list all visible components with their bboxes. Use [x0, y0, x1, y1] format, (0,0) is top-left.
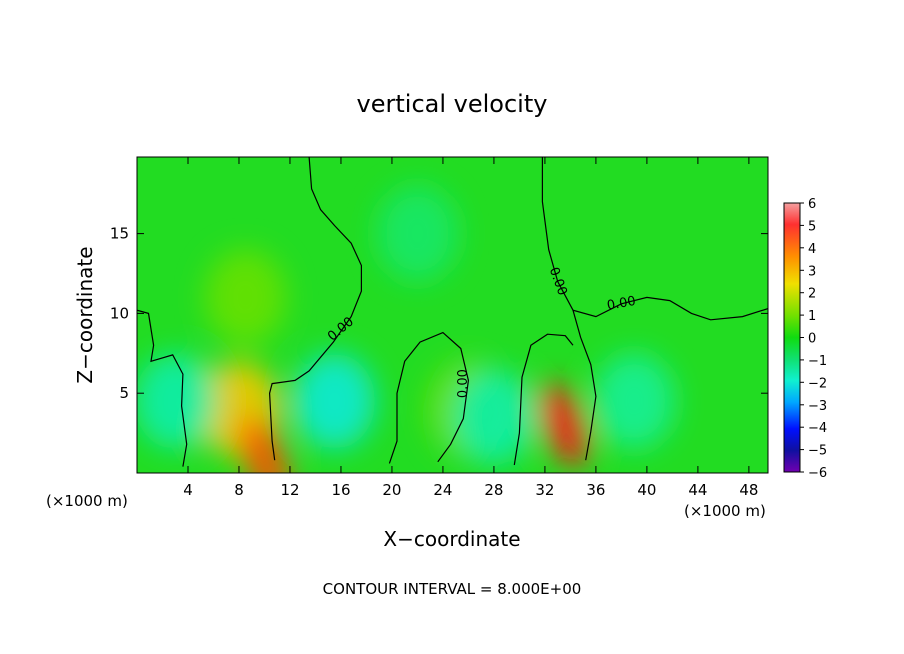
x-tick-label-10: 44 — [688, 481, 707, 499]
colorbar-tick-label-12: −6 — [808, 466, 827, 481]
chart-title: vertical velocity — [357, 90, 548, 118]
colorbar-tick-label-0: 6 — [808, 197, 816, 212]
zero-contour-3 — [541, 157, 768, 321]
x-unit-right: (×1000 m) — [684, 502, 766, 520]
colorbar-tick-label-10: −4 — [808, 421, 827, 436]
contour-interval-footer: CONTOUR INTERVAL = 8.000E+00 — [323, 580, 582, 598]
x-tick-label-8: 36 — [586, 481, 605, 499]
colorbar-ticks: 6 5 4 3 2 1 0 −1 −2 −3 −4 −5 −6 — [800, 197, 827, 481]
updraft-region-1 — [239, 417, 290, 473]
y-tick-label-0: 5 — [119, 384, 129, 402]
zero-contour-5 — [513, 333, 574, 466]
plot-area: 0.000.000.000.00 — [137, 157, 768, 473]
colorbar-tick-label-7: −1 — [808, 354, 827, 369]
downdraft-region-5 — [293, 353, 376, 450]
x-tick-label-11: 48 — [739, 481, 758, 499]
x-tick-label-5: 24 — [433, 481, 452, 499]
x-tick-label-4: 20 — [382, 481, 401, 499]
zero-contours — [137, 157, 768, 467]
downdraft-region-9 — [376, 185, 459, 282]
zero-contour-1 — [268, 157, 362, 461]
x-tick-label-1: 8 — [234, 481, 244, 499]
colorbar-tick-label-6: 0 — [808, 332, 816, 347]
colorbar-gradient — [783, 202, 801, 473]
x-tick-label-3: 16 — [331, 481, 350, 499]
colorbar: 6 5 4 3 2 1 0 −1 −2 −3 −4 −5 −6 — [783, 197, 827, 481]
x-tick-label-6: 28 — [484, 481, 503, 499]
colorbar-tick-label-4: 2 — [808, 287, 816, 302]
zero-contour-2 — [388, 331, 470, 464]
colorbar-tick-label-8: −2 — [808, 376, 827, 391]
y-axis-label: Z−coordinate — [73, 246, 97, 383]
x-tick-label-2: 12 — [280, 481, 299, 499]
colorbar-tick-label-3: 3 — [808, 264, 816, 279]
colorbar-tick-label-9: −3 — [808, 399, 827, 414]
downdraft-region-6 — [137, 353, 216, 450]
x-axis: 4 8 12 16 20 24 28 32 36 40 44 48 — [183, 157, 758, 499]
zero-contour-0 — [137, 309, 188, 467]
colorbar-tick-label-1: 5 — [808, 219, 816, 234]
x-tick-label-9: 40 — [637, 481, 656, 499]
colorbar-tick-label-5: 1 — [808, 309, 816, 324]
y-axis: 5 10 15 — [110, 225, 768, 402]
contour-label-1: 0.00 — [456, 369, 471, 398]
x-tick-label-0: 4 — [183, 481, 193, 499]
zero-contour-4 — [572, 310, 597, 461]
y-tick-label-2: 15 — [110, 225, 129, 243]
contour-label-3: 0.00 — [606, 294, 637, 314]
x-unit-left: (×1000 m) — [46, 492, 128, 510]
field-blobs — [137, 185, 675, 473]
y-tick-label-1: 10 — [110, 304, 129, 322]
updraft-region-2 — [539, 382, 589, 468]
downdraft-region-8 — [593, 353, 675, 450]
x-tick-label-7: 32 — [535, 481, 554, 499]
downdraft-region-7 — [453, 369, 535, 465]
updraft-region-3 — [204, 249, 287, 346]
plot-frame — [136, 156, 769, 474]
colorbar-tick-label-2: 4 — [808, 242, 816, 257]
colorbar-tick-label-11: −5 — [808, 444, 827, 459]
x-axis-label: X−coordinate — [383, 527, 520, 551]
